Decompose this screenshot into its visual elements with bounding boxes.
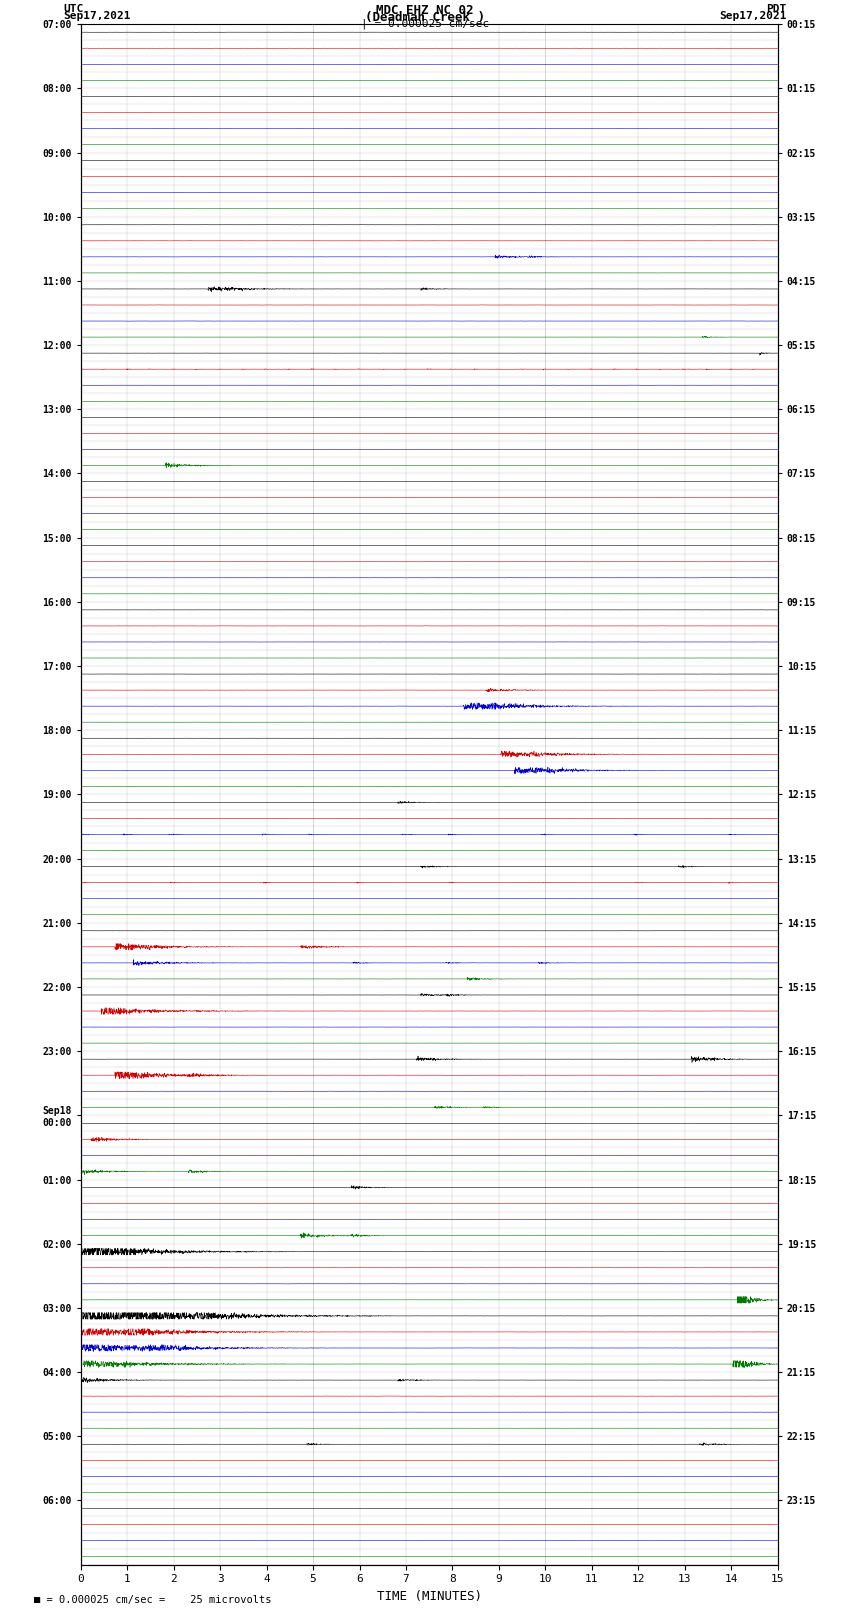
Text: MDC EHZ NC 02: MDC EHZ NC 02 [377,5,473,18]
Text: ■ = 0.000025 cm/sec =    25 microvolts: ■ = 0.000025 cm/sec = 25 microvolts [34,1595,271,1605]
Text: Sep17,2021: Sep17,2021 [719,11,786,21]
Text: (Deadman Creek ): (Deadman Creek ) [365,11,485,24]
X-axis label: TIME (MINUTES): TIME (MINUTES) [377,1590,482,1603]
Text: PDT: PDT [766,5,786,15]
Text: Sep17,2021: Sep17,2021 [64,11,131,21]
Text: | = 0.000025 cm/sec: | = 0.000025 cm/sec [361,18,489,29]
Text: UTC: UTC [64,5,84,15]
